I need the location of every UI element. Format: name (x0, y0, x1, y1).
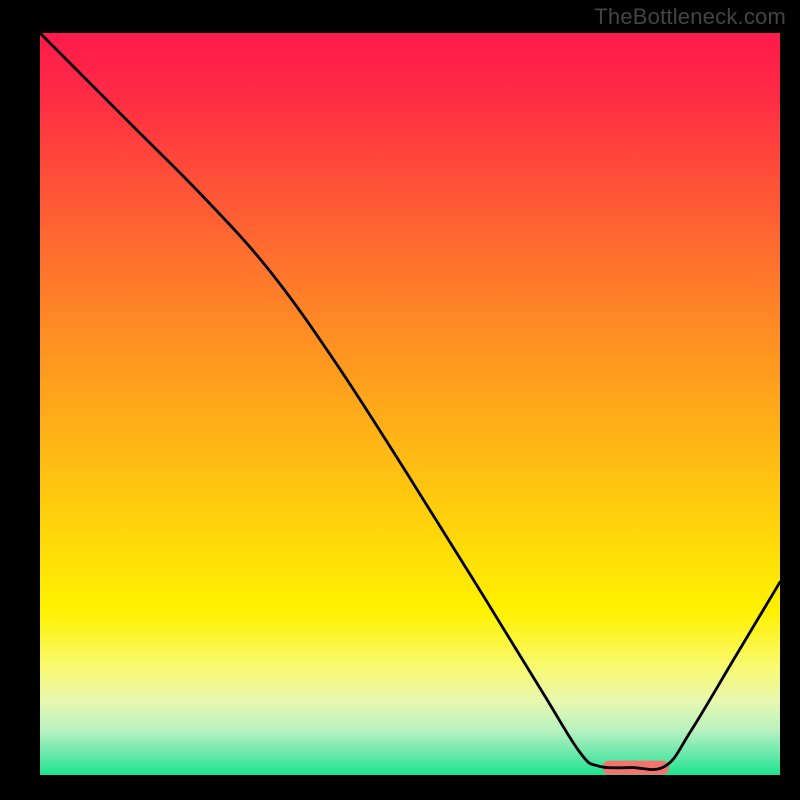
plot-area (40, 33, 780, 775)
chart-container: TheBottleneck.com (0, 0, 800, 800)
watermark-text: TheBottleneck.com (594, 4, 786, 30)
chart-svg (0, 0, 800, 800)
